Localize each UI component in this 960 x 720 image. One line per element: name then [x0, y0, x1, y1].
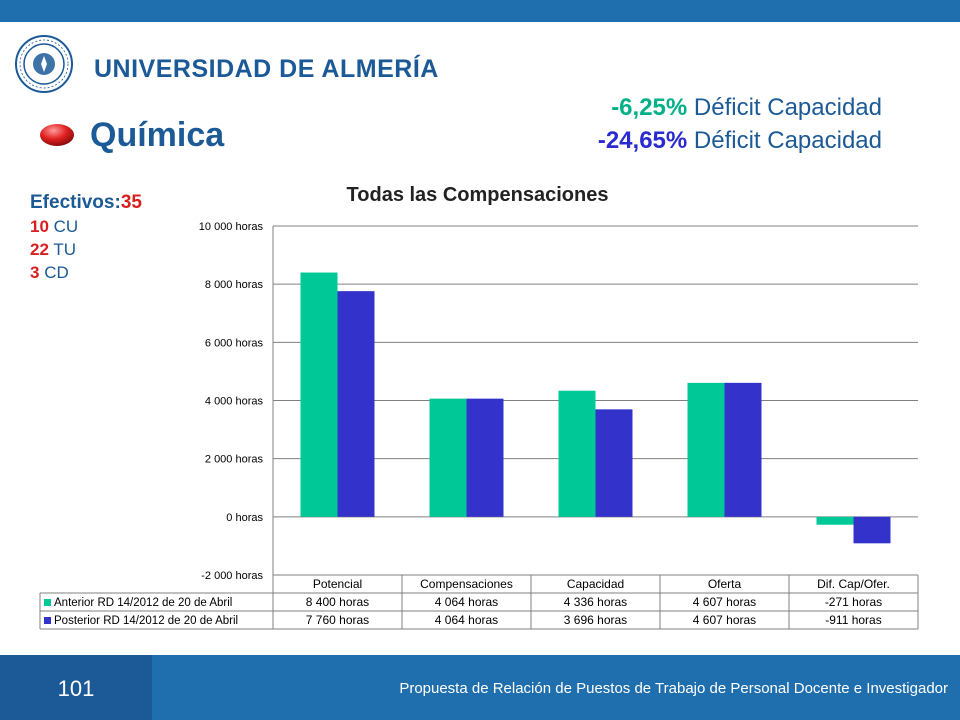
- y-tick-label: 0 horas: [226, 512, 263, 524]
- staff-head-value: 35: [120, 192, 142, 213]
- staff-row-cu: 10 CU: [30, 217, 142, 237]
- bar-posterior-2: [595, 409, 633, 517]
- data-label: 4 607 horas: [693, 595, 756, 609]
- staff-row-num: 22: [30, 240, 49, 259]
- category-label: Dif. Cap/Ofer.: [817, 577, 890, 591]
- bar-chart: 10 000 horas 8 000 horas 6 000 horas 4 000 …: [39, 221, 919, 630]
- series-name: Posterior RD 14/2012 de 20 de Abril: [54, 615, 238, 627]
- page-title: Química: [90, 116, 225, 154]
- deficit-line-2: -24,65% Déficit Capacidad: [598, 127, 882, 155]
- bar-posterior-1: [466, 398, 504, 517]
- legend-swatch: [44, 599, 51, 606]
- legend-swatch: [44, 617, 51, 624]
- top-bar: [0, 0, 960, 22]
- bar-posterior-0: [337, 291, 375, 517]
- data-label: 4 607 horas: [693, 613, 756, 627]
- y-tick-label: 4 000 horas: [205, 396, 264, 408]
- bar-anterior-0: [300, 272, 338, 517]
- footer-left-panel: [0, 655, 152, 720]
- deficit-label-2: Déficit Capacidad: [687, 127, 882, 154]
- y-tick-label: 8 000 horas: [205, 279, 264, 291]
- data-label: 3 696 horas: [564, 613, 627, 627]
- y-tick-label: 2 000 horas: [205, 454, 264, 466]
- university-name: UNIVERSIDAD DE ALMERÍA: [94, 55, 439, 83]
- staff-row-label: CU: [48, 217, 79, 236]
- category-label: Compensaciones: [420, 577, 513, 591]
- chart-title: Todas las Compensaciones: [346, 184, 609, 206]
- category-label: Capacidad: [567, 577, 624, 591]
- y-tick-label: -2 000 horas: [201, 570, 263, 582]
- staff-row-cd: 3 CD: [30, 263, 142, 283]
- data-label: 8 400 horas: [306, 595, 369, 609]
- staff-row-label: CD: [39, 263, 69, 282]
- data-label: -271 horas: [825, 595, 882, 609]
- staff-head: Efectivos:35: [30, 192, 142, 214]
- bar-posterior-3: [724, 382, 762, 517]
- category-label: Potencial: [313, 577, 362, 591]
- deficit-pct-2: -24,65%: [597, 127, 688, 154]
- deficit-line-1: -6,25% Déficit Capacidad: [611, 94, 882, 122]
- footer-right-panel: [152, 655, 960, 720]
- y-tick-label: 10 000 horas: [199, 221, 264, 233]
- footer-text: Propuesta de Relación de Puestos de Trab…: [399, 680, 948, 697]
- bar-anterior-1: [429, 398, 467, 517]
- staff-head-label: Efectivos:: [30, 192, 121, 213]
- bar-anterior-2: [558, 390, 596, 517]
- deficit-pct-1: -6,25%: [611, 94, 688, 121]
- red-oval-bullet-icon: [40, 124, 74, 146]
- staff-row-tu: 22 TU: [30, 240, 142, 260]
- data-label: 4 064 horas: [435, 595, 498, 609]
- deficit-label-1: Déficit Capacidad: [687, 94, 882, 121]
- bar-anterior-4: [816, 516, 854, 525]
- university-seal-icon: [15, 35, 73, 93]
- bar-anterior-3: [687, 382, 725, 517]
- slide-number: 101: [57, 676, 95, 701]
- staff-row-num: 10: [30, 217, 49, 236]
- staff-summary: Efectivos:35 10 CU 22 TU 3 CD: [30, 192, 142, 283]
- data-label: 4 336 horas: [564, 595, 627, 609]
- category-label: Oferta: [708, 577, 742, 591]
- staff-row-num: 3: [30, 263, 40, 282]
- series-name: Anterior RD 14/2012 de 20 de Abril: [54, 597, 232, 609]
- bar-posterior-4: [853, 516, 891, 544]
- data-label: -911 horas: [825, 613, 881, 627]
- data-label: 7 760 horas: [306, 613, 369, 627]
- y-tick-label: 6 000 horas: [205, 337, 264, 349]
- staff-row-label: TU: [48, 240, 76, 259]
- data-label: 4 064 horas: [435, 613, 498, 627]
